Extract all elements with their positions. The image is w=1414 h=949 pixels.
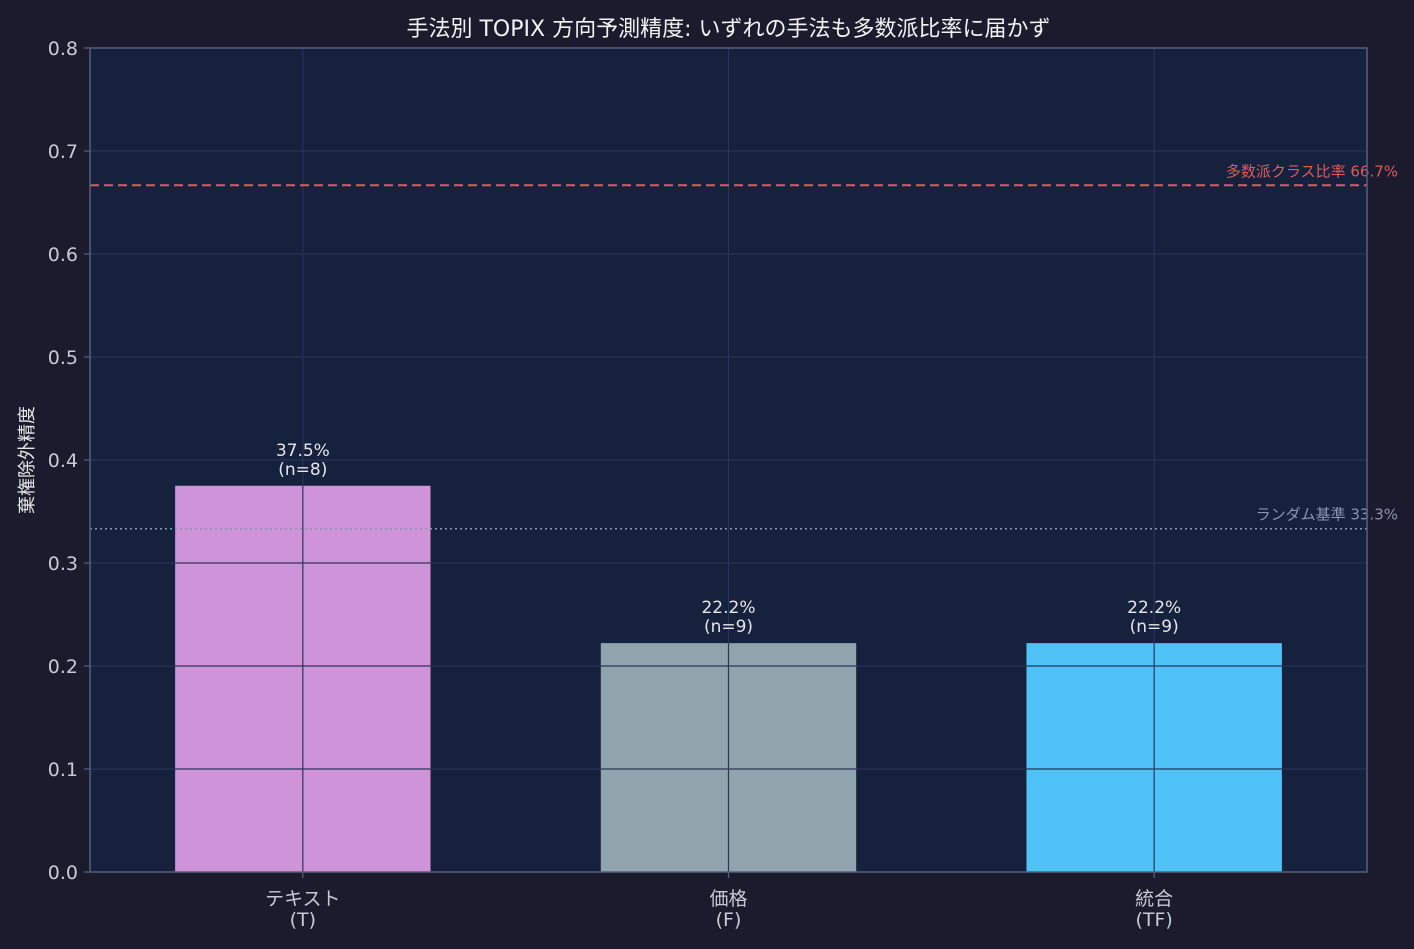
y-tick-label: 0.5 <box>48 347 78 369</box>
bar-value-label: 37.5% <box>276 441 330 461</box>
reference-line-label: 多数派クラス比率 66.7% <box>1226 162 1398 180</box>
x-tick-label: (TF) <box>1135 909 1172 931</box>
x-tick-label: (F) <box>716 909 742 931</box>
bar-count-label: (n=9) <box>704 617 753 637</box>
bar-value-label: 22.2% <box>701 598 755 618</box>
y-tick-label: 0.2 <box>48 656 78 678</box>
y-tick-label: 0.6 <box>48 244 78 266</box>
bar-value-label: 22.2% <box>1127 598 1181 618</box>
bar-count-label: (n=9) <box>1130 617 1179 637</box>
bar-count-label: (n=8) <box>278 460 327 480</box>
y-axis-label: 棄権除外精度 <box>17 406 38 514</box>
y-tick-label: 0.7 <box>48 141 78 163</box>
x-tick-label: (T) <box>290 909 316 931</box>
x-tick-label: テキスト <box>265 888 340 910</box>
y-tick-label: 0.1 <box>48 759 78 781</box>
y-tick-label: 0.4 <box>48 450 78 472</box>
chart-title: 手法別 TOPIX 方向予測精度: いずれの手法も多数派比率に届かず <box>407 17 1051 42</box>
reference-line-label: ランダム基準 33.3% <box>1256 506 1398 524</box>
y-tick-label: 0.0 <box>48 862 78 884</box>
y-tick-label: 0.8 <box>48 38 78 60</box>
x-tick-label: 価格 <box>709 888 747 910</box>
x-tick-label: 統合 <box>1135 888 1173 910</box>
y-tick-label: 0.3 <box>48 553 78 575</box>
